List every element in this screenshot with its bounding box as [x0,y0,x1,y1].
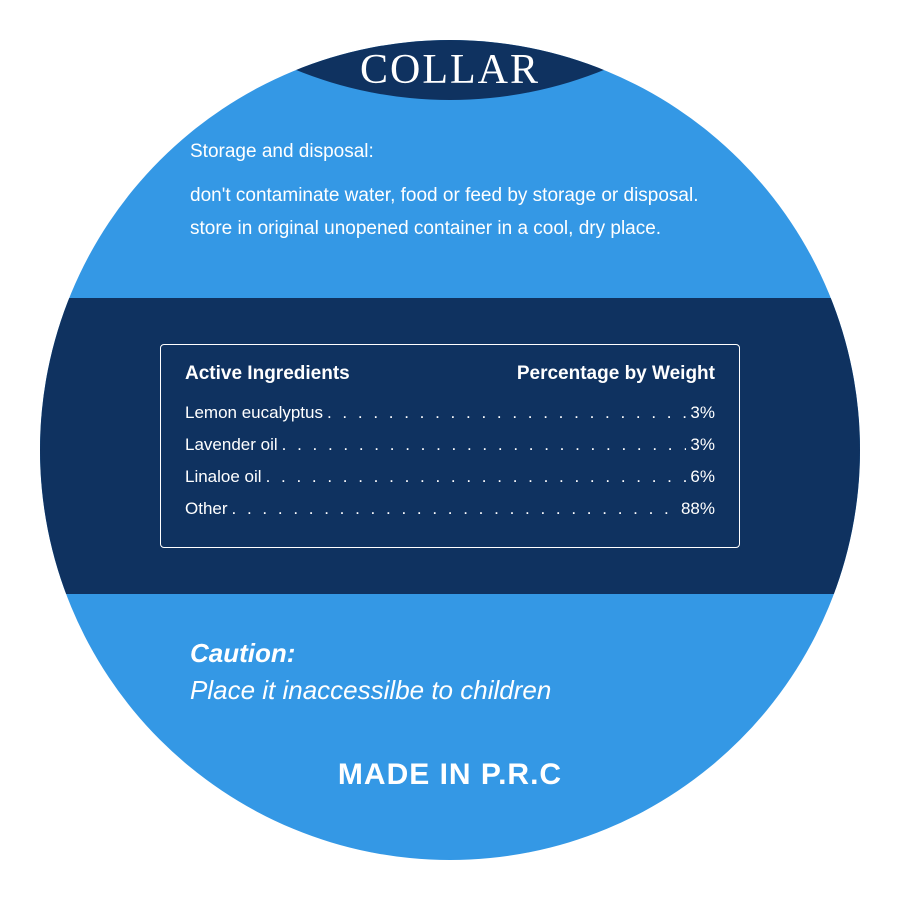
product-label-circle: COLLAR Storage and disposal: don't conta… [40,40,860,860]
caution-heading: Caution: [190,638,710,669]
ingredient-row: Lavender oil 3% [185,435,715,455]
ingredients-header-row: Active Ingredients Percentage by Weight [185,363,715,385]
ingredient-name: Linaloe oil [185,467,262,487]
dot-leader [232,499,677,519]
ingredient-value: 6% [690,467,715,487]
ingredient-value: 3% [690,403,715,423]
ingredients-band: Active Ingredients Percentage by Weight … [40,298,860,594]
origin-text: MADE IN P.R.C [338,758,562,792]
ingredient-name: Lavender oil [185,435,278,455]
ingredient-value: 3% [690,435,715,455]
ingredient-row: Lemon eucalyptus 3% [185,403,715,423]
ingredient-row: Other 88% [185,499,715,519]
storage-line-1: don't contaminate water, food or feed by… [190,180,740,212]
dot-leader [266,467,687,487]
ingredient-name: Other [185,499,228,519]
dot-leader [282,435,687,455]
dot-leader [327,403,686,423]
storage-section: Storage and disposal: don't contaminate … [190,136,740,245]
storage-line-2: store in original unopened container in … [190,213,740,245]
col-header-percentage: Percentage by Weight [517,363,715,385]
col-header-ingredients: Active Ingredients [185,363,350,385]
brand-name: COLLAR [360,46,540,94]
ingredient-name: Lemon eucalyptus [185,403,323,423]
caution-text: Place it inaccessilbe to children [190,675,710,706]
caution-section: Caution: Place it inaccessilbe to childr… [190,638,710,706]
ingredient-row: Linaloe oil 6% [185,467,715,487]
ingredient-value: 88% [681,499,715,519]
ingredients-table: Active Ingredients Percentage by Weight … [160,344,740,548]
storage-heading: Storage and disposal: [190,136,740,168]
